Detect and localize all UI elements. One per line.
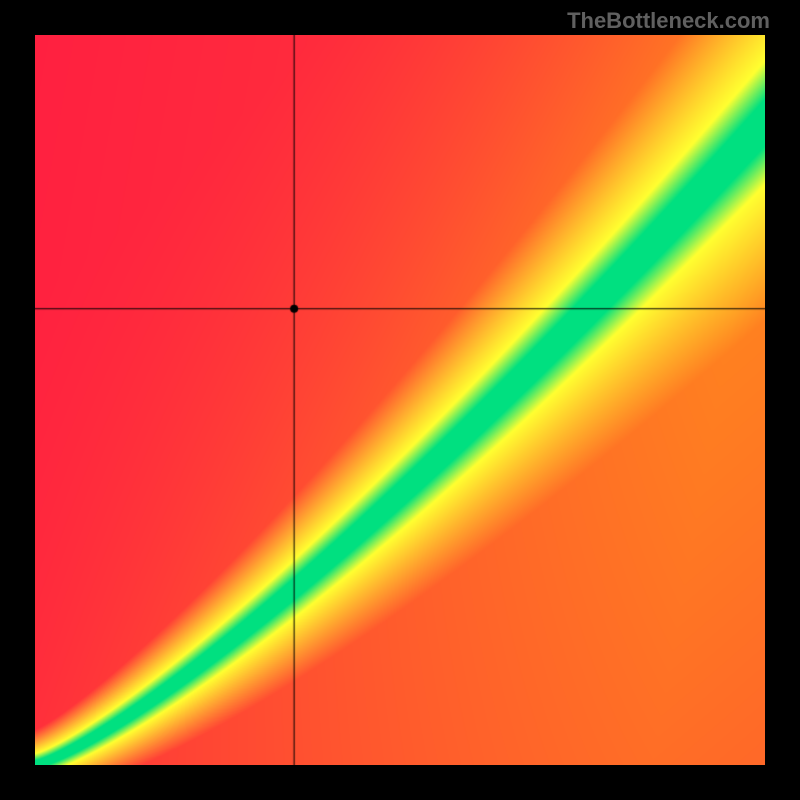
bottleneck-heatmap-chart	[35, 35, 765, 765]
heatmap-canvas	[35, 35, 765, 765]
watermark-text: TheBottleneck.com	[567, 8, 770, 34]
